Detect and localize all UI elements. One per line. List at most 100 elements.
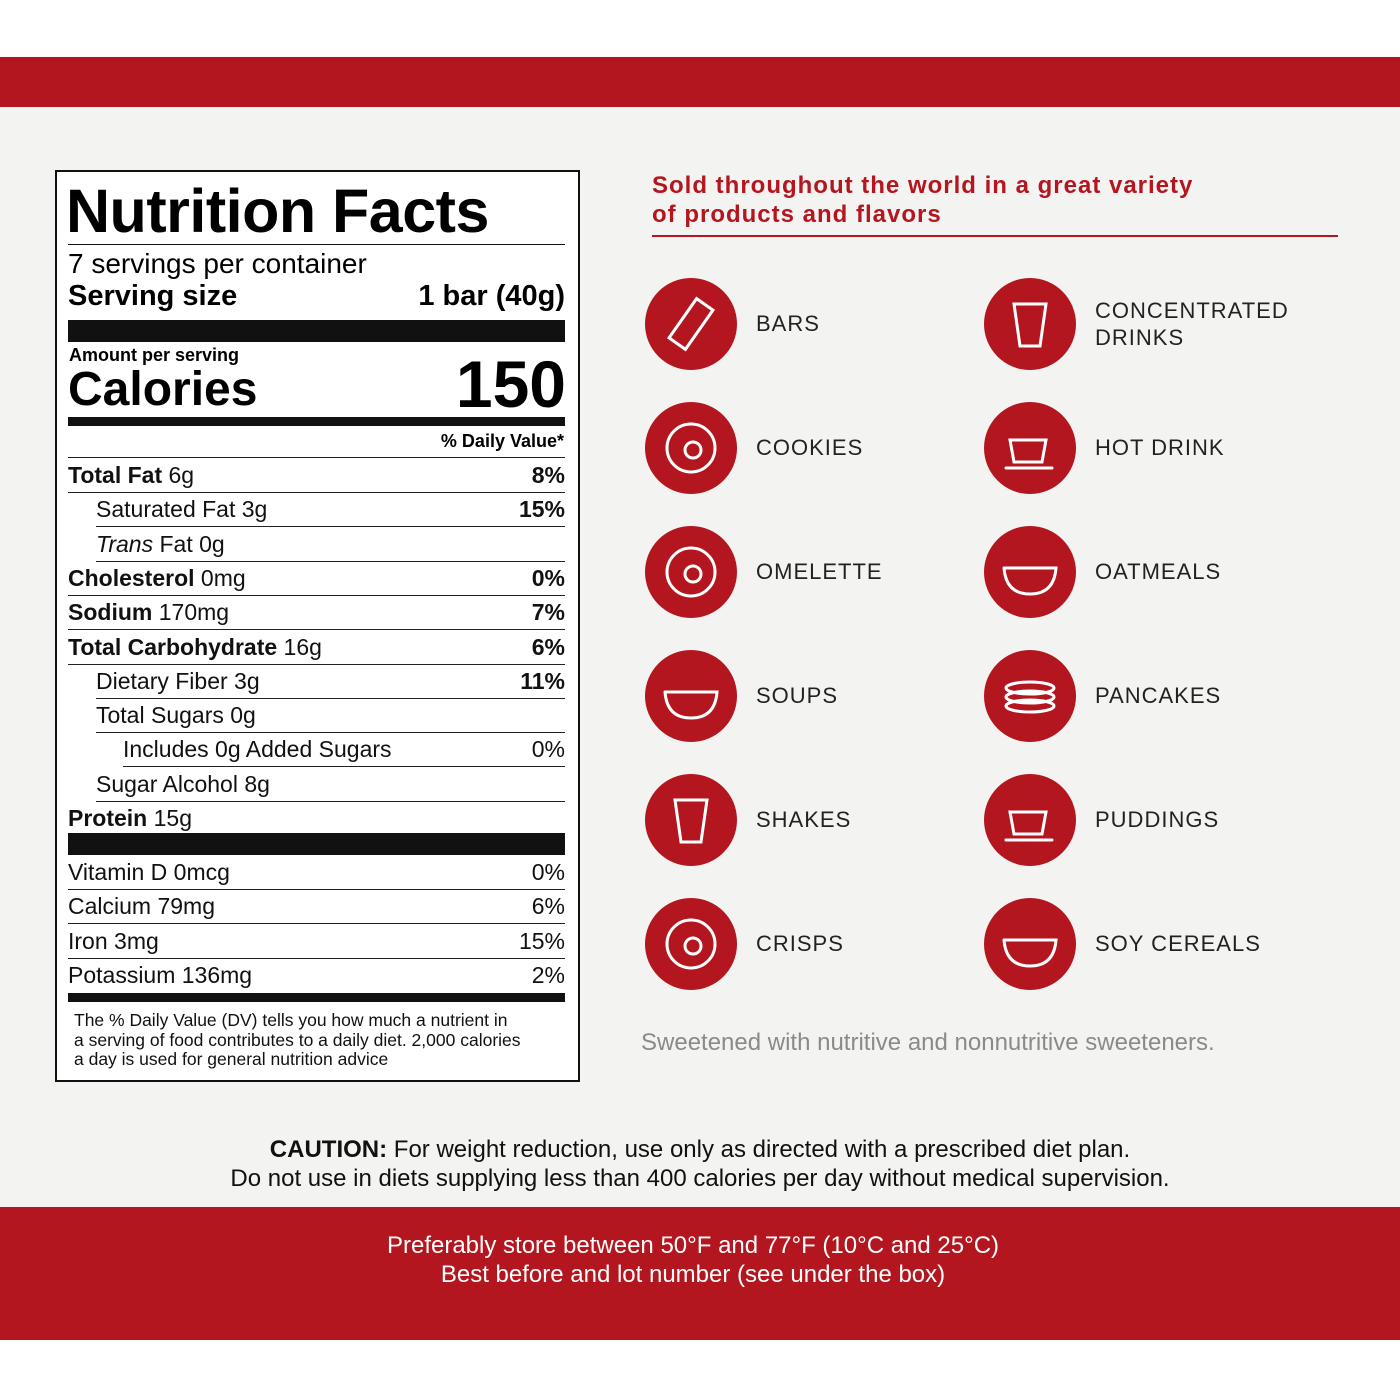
daily-value: 11% — [520, 667, 565, 694]
caution-text: Do not use in diets supplying less than … — [230, 1165, 1170, 1192]
heading-line: Sold throughout the world in a great var… — [652, 172, 1194, 199]
vitamin-name: Iron 3mg — [68, 927, 159, 954]
icon-glyph — [665, 546, 717, 598]
icon-circle — [645, 526, 737, 618]
nutrient-name: Cholesterol — [68, 564, 195, 591]
nutrient-name: Sugar Alcohol 8g — [96, 770, 270, 797]
icon-glyph — [1002, 566, 1058, 596]
serving-size-label: Serving size — [68, 280, 238, 312]
nutrient-name: Includes 0g Added Sugars — [123, 736, 392, 763]
product-label: BARS — [756, 311, 820, 336]
daily-value: 7% — [531, 599, 565, 626]
vitamin-row: Calcium 79mg 6% — [68, 889, 565, 925]
icon-glyph — [665, 918, 717, 970]
icon-glyph — [1004, 680, 1056, 714]
products-heading: Sold throughout the world in a great var… — [652, 171, 1193, 229]
nutrient-row: Saturated Fat 3g 15% — [96, 492, 565, 528]
thick-rule — [68, 833, 565, 855]
glyph — [683, 440, 703, 460]
calories-label: Calories — [68, 363, 258, 416]
product-label: OATMEALS — [1095, 559, 1222, 584]
glyph — [1002, 938, 1058, 968]
heading-line: of products and flavors — [652, 201, 942, 228]
nutrient-amount: 6g — [168, 462, 195, 488]
icon-circle — [984, 774, 1076, 866]
daily-value: 8% — [531, 462, 565, 488]
rule — [68, 244, 565, 245]
daily-value: 6% — [531, 633, 565, 660]
icon-circle — [645, 402, 737, 494]
glyph — [1004, 698, 1056, 714]
vitamin-name: Calcium 79mg — [68, 893, 215, 920]
glyph — [673, 798, 709, 844]
nutrient-row: Total Carbohydrate 16g 6% — [68, 630, 565, 665]
nutrient-row: Total Sugars 0g — [96, 698, 565, 734]
caution-line: CAUTION: For weight reduction, use only … — [0, 1136, 1400, 1164]
storage-text: Preferably store between 50°F and 77°F (… — [386, 1232, 1000, 1259]
nutrient-name: Protein — [68, 805, 148, 831]
nutrient-row: Cholesterol 0mg 0% — [68, 561, 565, 596]
vitamin-row: Potassium 136mg 2% — [68, 958, 565, 992]
nutrient-name: Sodium — [68, 599, 153, 626]
storage-text: Best before and lot number (see under th… — [440, 1261, 946, 1288]
icon-glyph — [1004, 810, 1054, 842]
icon-circle — [645, 278, 737, 370]
icon-circle — [645, 774, 737, 866]
glyph — [1008, 810, 1048, 836]
footnote-line: The % Daily Value (DV) tells you how muc… — [74, 1010, 508, 1030]
footnote-line: a day is used for general nutrition advi… — [74, 1049, 389, 1069]
nutrient-name: Total Carbohydrate — [68, 633, 278, 660]
nutrient-name: Total Sugars 0g — [96, 702, 256, 729]
nutrient-row: Trans Fat 0g — [96, 527, 565, 562]
icon-glyph — [1012, 302, 1048, 348]
daily-value: 15% — [518, 496, 565, 523]
thick-rule — [68, 320, 565, 342]
nutrient-amount: 16g — [283, 633, 322, 660]
servings: 7 servings per container — [68, 248, 367, 279]
daily-value: 0% — [531, 859, 565, 885]
thick-rule — [68, 417, 565, 426]
product-label: HOT DRINK — [1095, 435, 1225, 460]
amount-per-serving: Amount per serving — [69, 345, 240, 365]
glyph — [1004, 680, 1056, 696]
icon-glyph — [663, 690, 719, 720]
icon-glyph — [673, 798, 709, 844]
nutrient-row: Total Fat 6g 8% — [68, 458, 565, 493]
daily-value: 0% — [531, 564, 565, 591]
product-label: COOKIES — [756, 435, 864, 460]
footnote-line: a serving of food contributes to a daily… — [74, 1029, 521, 1050]
product-label: SHAKES — [756, 807, 852, 832]
product-label: SOUPS — [756, 683, 839, 708]
product-label: PANCAKES — [1095, 683, 1222, 708]
caution-text: For weight reduction, use only as direct… — [393, 1136, 1131, 1163]
daily-value: 6% — [531, 893, 565, 920]
serving-size-value: 1 bar (40g) — [418, 280, 565, 312]
glyph — [665, 918, 717, 970]
nutrient-row: Protein 15g — [68, 801, 565, 835]
nutrient-name: Trans — [96, 530, 154, 557]
vitamin-row: Iron 3mg 15% — [68, 924, 565, 959]
glyph — [1012, 302, 1048, 348]
calories-value: 150 — [455, 347, 566, 421]
sweetener-note: Sweetened with nutritive and nonnutritiv… — [641, 1029, 1215, 1056]
glyph — [665, 422, 717, 474]
glyph — [666, 296, 716, 352]
nutrient-amount: 15g — [153, 805, 192, 831]
icon-circle — [645, 650, 737, 742]
product-label: OMELETTE — [756, 559, 883, 584]
nutrient-amount: 0mg — [200, 564, 246, 591]
icon-circle — [984, 898, 1076, 990]
icon-circle — [645, 898, 737, 990]
footnote: The % Daily Value (DV) tells you how muc… — [74, 1010, 521, 1070]
icon-circle — [984, 650, 1076, 742]
glyph — [683, 936, 703, 956]
glyph — [1004, 689, 1056, 705]
bottom-band — [0, 1207, 1400, 1340]
nf-title: Nutrition Facts — [66, 177, 489, 245]
nutrient-name: Fat 0g — [159, 530, 225, 557]
icon-glyph — [666, 296, 716, 352]
glyph — [1008, 438, 1048, 464]
daily-value: 15% — [518, 927, 565, 954]
icon-glyph — [1002, 938, 1058, 968]
